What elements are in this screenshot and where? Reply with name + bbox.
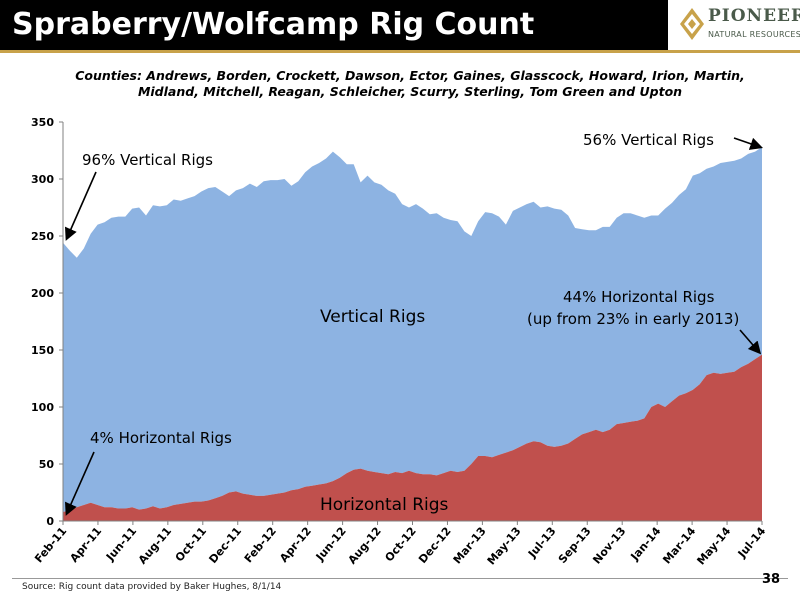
title-divider (0, 50, 800, 53)
x-tick-label: Oct-12 (382, 525, 418, 565)
x-tick-label: Sep-13 (556, 525, 594, 566)
annotation-up-from-23: (up from 23% in early 2013) (527, 310, 739, 328)
x-tick-label: Jun-11 (103, 525, 139, 564)
arrow-4-horizontal (65, 451, 95, 516)
slide-title: Spraberry/Wolfcamp Rig Count (0, 0, 668, 50)
x-tick-label: Jun-12 (313, 525, 349, 564)
annotation-56-vertical: 56% Vertical Rigs (583, 131, 714, 149)
counties-line-2: Midland, Mitchell, Reagan, Schleicher, S… (137, 84, 683, 99)
logo-text: PIONEER (708, 6, 800, 26)
x-tick-label: Aug-11 (136, 525, 174, 567)
footer-divider (12, 578, 788, 579)
series-vertical-rigs-area (63, 147, 762, 512)
arrow-56-vertical (733, 137, 764, 150)
x-tick-label: May-13 (485, 525, 524, 568)
y-tick-label: 100 (31, 401, 54, 414)
x-tick-label: Dec-11 (206, 525, 244, 566)
annotation-44-horizontal: 44% Horizontal Rigs (563, 288, 715, 306)
arrow-96-vertical (65, 171, 97, 241)
x-tick-label: Jul-14 (735, 524, 769, 561)
label-vertical-rigs: Vertical Rigs (320, 307, 425, 327)
y-tick-label: 300 (31, 173, 54, 186)
x-tick-label: Apr-12 (277, 525, 314, 565)
annotation-96-vertical: 96% Vertical Rigs (82, 151, 213, 169)
logo-mark-icon (680, 8, 704, 40)
x-tick-label: Apr-11 (67, 525, 104, 565)
x-tick-label: Dec-12 (416, 525, 454, 566)
x-tick-label: Nov-13 (590, 525, 628, 567)
arrow-44-horizontal (739, 329, 762, 355)
x-tick-label: Mar-13 (451, 525, 489, 567)
x-tick-label: Mar-14 (660, 524, 698, 566)
series-horizontal-rigs-area (63, 354, 762, 521)
x-tick-label: May-14 (694, 524, 733, 567)
y-tick-label: 50 (39, 458, 55, 471)
y-tick-label: 200 (31, 287, 54, 300)
y-tick-label: 350 (31, 116, 54, 129)
y-tick-label: 150 (31, 344, 54, 357)
x-tick-label: Jan-14 (628, 524, 664, 563)
company-logo: PIONEER NATURAL RESOURCES (678, 4, 800, 48)
counties-line-1: Counties: Andrews, Borden, Crockett, Daw… (75, 68, 745, 83)
page-number: 38 (762, 572, 781, 587)
x-tick-label: Aug-12 (346, 525, 384, 567)
counties-caption: Counties: Andrews, Borden, Crockett, Daw… (60, 68, 760, 100)
logo-subtext: NATURAL RESOURCES (708, 30, 800, 39)
x-tick-label: Oct-11 (173, 525, 209, 565)
source-note: Source: Rig count data provided by Baker… (22, 582, 282, 592)
annotation-4-horizontal: 4% Horizontal Rigs (90, 429, 232, 447)
y-tick-label: 0 (46, 515, 54, 528)
x-tick-label: Feb-12 (242, 525, 279, 566)
label-horizontal-rigs: Horizontal Rigs (320, 495, 449, 515)
x-tick-label: Feb-11 (32, 525, 69, 566)
x-tick-label: Jul-13 (525, 525, 558, 561)
y-tick-label: 250 (31, 230, 54, 243)
